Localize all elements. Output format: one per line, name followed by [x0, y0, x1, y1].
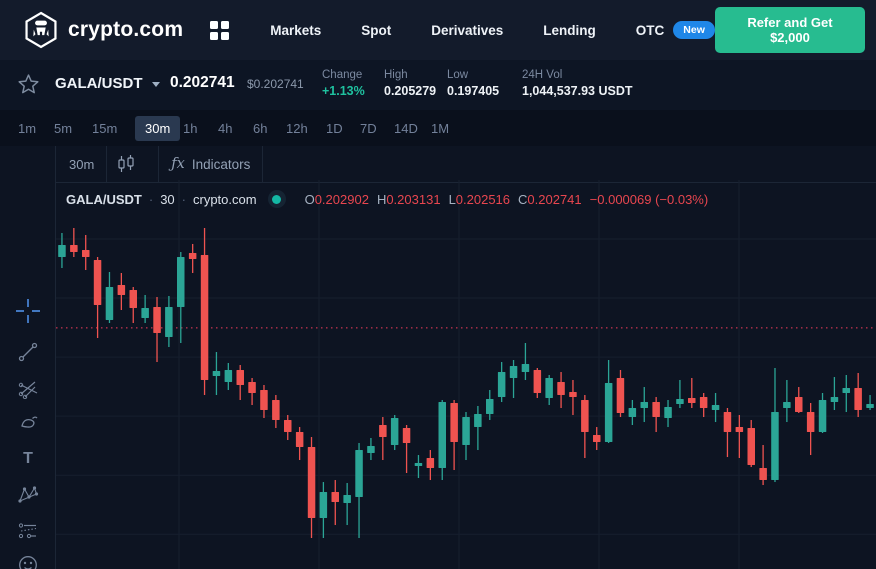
forecast-tool-icon[interactable] — [17, 519, 39, 541]
candlestick-chart[interactable] — [56, 180, 876, 569]
refer-button[interactable]: Refer and Get $2,000 — [714, 7, 865, 53]
nav-menu: Markets Spot Derivatives Lending OTC New — [230, 21, 715, 39]
timeframe-14d[interactable]: 14D — [394, 121, 418, 136]
logo-wordmark: crypto.com — [68, 18, 184, 41]
stat-24h-vol: 24H Vol 1,044,537.93 USDT — [522, 69, 633, 98]
stat-low: Low 0.197405 — [447, 69, 500, 98]
interval-button[interactable]: 30m — [69, 156, 95, 172]
top-nav: crypto.com Markets Spot Derivatives Lending… — [0, 0, 876, 60]
legend-symbol: GALA/USDT — [66, 191, 142, 207]
timeframe-bar: 1m 5m 15m 30m 1h 4h 6h 12h 1D 7D 14D 1M — [0, 110, 876, 147]
timeframe-15m[interactable]: 15m — [92, 121, 118, 136]
nav-item-derivatives[interactable]: Derivatives — [431, 22, 504, 38]
drawing-tool-sidebar: T — [0, 146, 56, 569]
nav-item-otc[interactable]: OTC New — [636, 21, 715, 39]
timeframe-4h[interactable]: 4h — [218, 121, 233, 136]
timeframe-1h[interactable]: 1h — [183, 121, 198, 136]
favorite-star-icon[interactable] — [17, 73, 40, 101]
chevron-down-icon — [151, 82, 160, 87]
timeframe-1m[interactable]: 1M — [431, 121, 450, 136]
legend-ohlc: O0.202902 H0.203131 L0.202516 C0.202741 — [304, 191, 582, 207]
stat-change: Change +1.13% — [322, 69, 365, 98]
timeframe-30m[interactable]: 30m — [135, 116, 181, 141]
brush-tool-icon[interactable] — [17, 412, 39, 434]
legend-exchange: crypto.com — [193, 191, 257, 207]
market-status-dot-icon[interactable] — [267, 190, 286, 208]
crypto-hexagon-icon — [24, 11, 58, 49]
toolbar-divider — [106, 146, 108, 182]
fx-icon[interactable]: ƒx — [171, 156, 185, 172]
stat-high: High 0.205279 — [384, 69, 437, 98]
fiat-price: $0.202741 — [247, 77, 304, 91]
timeframe-5m[interactable]: 5m — [54, 121, 73, 136]
legend-interval: 30 — [160, 191, 175, 207]
trend-line-tool-icon[interactable] — [17, 341, 39, 363]
pair-label: GALA/USDT — [55, 75, 143, 92]
nav-item-spot[interactable]: Spot — [361, 22, 392, 38]
timeframe-1d[interactable]: 1D — [326, 121, 343, 136]
candlestick-style-icon[interactable] — [116, 154, 136, 174]
chart-toolbar: 30m ƒx Indicators — [56, 146, 876, 183]
timeframe-6h[interactable]: 6h — [253, 121, 268, 136]
legend-separator: · — [181, 191, 186, 207]
text-tool-icon[interactable]: T — [23, 450, 33, 467]
new-badge: New — [673, 21, 715, 39]
toolbar-divider — [158, 146, 160, 182]
xabcd-pattern-tool-icon[interactable] — [17, 483, 39, 505]
crypto-com-logo[interactable]: crypto.com — [24, 11, 183, 49]
nav-item-lending[interactable]: Lending — [543, 22, 596, 38]
gann-fib-tool-icon[interactable] — [17, 377, 39, 399]
toolbar-divider — [262, 146, 264, 182]
timeframe-1m[interactable]: 1m — [18, 121, 37, 136]
nav-item-markets[interactable]: Markets — [270, 22, 322, 38]
last-price: 0.202741 — [170, 74, 235, 91]
legend-separator: · — [148, 191, 154, 207]
timeframe-12h[interactable]: 12h — [286, 121, 308, 136]
indicators-button[interactable]: Indicators — [191, 156, 251, 172]
symbol-bar: GALA/USDT 0.202741 $0.202741 Change +1.13… — [0, 60, 876, 111]
legend-change: −0.000069 (−0.03%) — [589, 191, 709, 207]
pair-selector[interactable]: GALA/USDT — [55, 75, 160, 92]
timeframe-7d[interactable]: 7D — [360, 121, 377, 136]
crosshair-tool-icon[interactable] — [15, 298, 41, 324]
chart-legend: GALA/USDT · 30 · crypto.com O0.202902 H0.… — [66, 190, 708, 208]
emoji-tool-icon[interactable] — [17, 554, 39, 569]
apps-grid-icon[interactable] — [209, 20, 230, 41]
